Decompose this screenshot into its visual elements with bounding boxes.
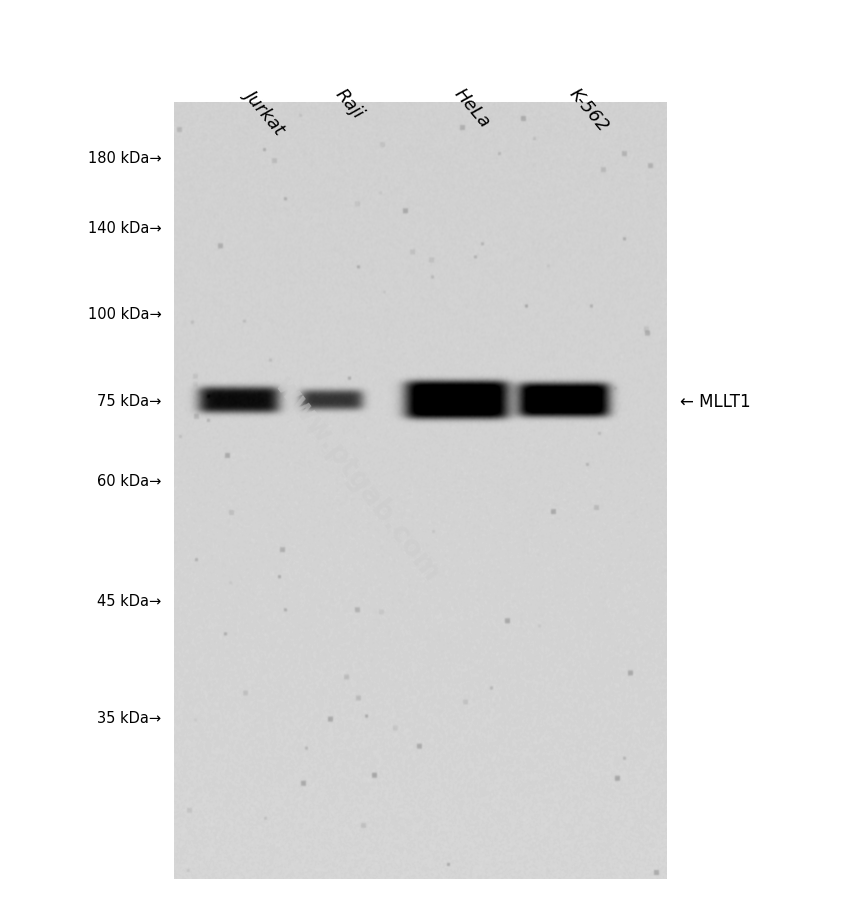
Text: HeLa: HeLa bbox=[450, 85, 494, 132]
Text: 180 kDa→: 180 kDa→ bbox=[88, 151, 162, 165]
Text: 60 kDa→: 60 kDa→ bbox=[97, 474, 162, 488]
Text: Raji: Raji bbox=[332, 85, 367, 122]
Text: K-562: K-562 bbox=[565, 85, 612, 135]
Text: 45 kDa→: 45 kDa→ bbox=[97, 594, 162, 608]
Text: www.ptgab.com: www.ptgab.com bbox=[269, 370, 445, 586]
Text: 35 kDa→: 35 kDa→ bbox=[98, 711, 162, 725]
Text: 140 kDa→: 140 kDa→ bbox=[88, 221, 162, 235]
Text: 75 kDa→: 75 kDa→ bbox=[97, 394, 162, 409]
Text: ← MLLT1: ← MLLT1 bbox=[680, 392, 751, 410]
Text: 100 kDa→: 100 kDa→ bbox=[88, 307, 162, 321]
Text: Jurkat: Jurkat bbox=[242, 85, 290, 136]
